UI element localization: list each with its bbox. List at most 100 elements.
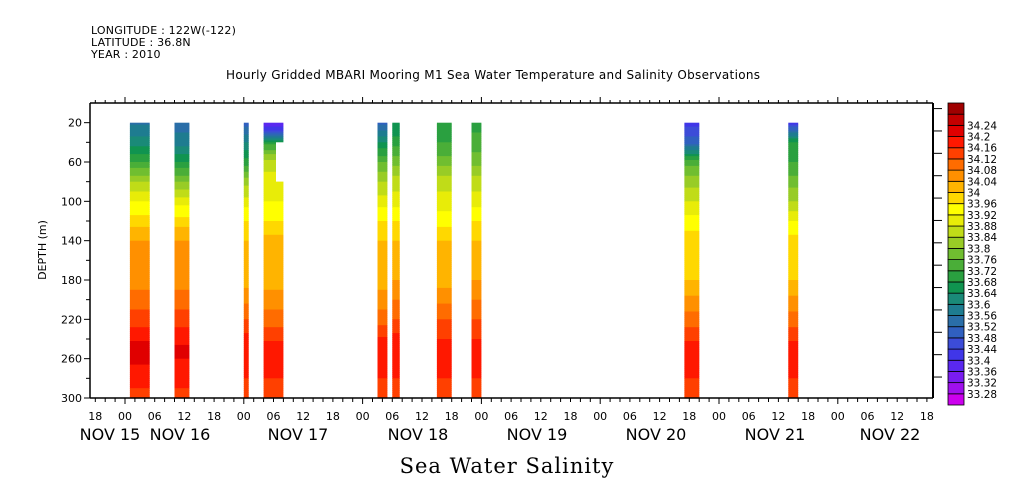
colorbar-band — [947, 169, 965, 182]
salinity-cell — [263, 236, 284, 240]
salinity-cell — [471, 321, 482, 324]
salinity-cell — [263, 354, 284, 358]
salinity-cell — [377, 140, 388, 143]
salinity-cell — [263, 303, 284, 307]
salinity-cell — [684, 339, 700, 342]
salinity-cell — [263, 228, 284, 232]
salinity-cell — [243, 150, 249, 153]
salinity-cell — [788, 331, 799, 334]
salinity-cell — [377, 256, 388, 259]
salinity-cell — [436, 354, 452, 358]
salinity-cell — [243, 248, 249, 252]
salinity-cell — [377, 303, 388, 307]
salinity-cell — [684, 165, 700, 169]
salinity-cell — [174, 177, 190, 181]
salinity-cell — [471, 358, 482, 362]
salinity-cell — [174, 362, 190, 366]
salinity-cell — [129, 276, 150, 279]
salinity-cell — [471, 337, 482, 340]
colorbar-band — [947, 393, 965, 406]
colorbar-label: 33.44 — [967, 344, 997, 356]
salinity-cell — [684, 315, 700, 318]
colorbar-label: 33.32 — [967, 378, 997, 390]
colorbar-band — [947, 225, 965, 238]
salinity-cell — [684, 246, 700, 250]
salinity-cell — [684, 223, 700, 226]
salinity-cell — [471, 333, 482, 336]
salinity-cell — [263, 335, 284, 338]
salinity-cell — [392, 303, 400, 307]
salinity-cell — [174, 191, 190, 195]
salinity-cell — [436, 252, 452, 256]
salinity-cell — [788, 276, 799, 279]
salinity-cell — [174, 280, 190, 283]
salinity-cell — [788, 185, 799, 189]
colorbar-band — [947, 236, 965, 249]
salinity-cell — [684, 258, 700, 261]
salinity-cell — [174, 205, 190, 208]
salinity-cell — [392, 232, 400, 236]
salinity-cell — [471, 193, 482, 197]
salinity-cell — [392, 374, 400, 377]
salinity-cell — [788, 217, 799, 220]
salinity-cell — [684, 242, 700, 246]
salinity-cell — [436, 264, 452, 267]
salinity-cell — [263, 274, 284, 277]
salinity-cell — [436, 301, 452, 305]
salinity-cell — [129, 248, 150, 252]
salinity-cell — [392, 313, 400, 316]
salinity-cell — [174, 213, 190, 216]
salinity-cell — [263, 244, 284, 248]
salinity-cell — [471, 197, 482, 200]
salinity-cell — [243, 278, 249, 281]
salinity-cell — [263, 360, 284, 364]
salinity-cell — [174, 291, 190, 295]
salinity-cell — [243, 382, 249, 385]
salinity-cell — [392, 362, 400, 366]
salinity-cell — [129, 181, 150, 185]
salinity-cell — [377, 226, 388, 230]
salinity-cell — [174, 364, 190, 368]
salinity-cell — [129, 270, 150, 273]
salinity-cell — [471, 217, 482, 220]
salinity-cell — [377, 283, 388, 287]
x-day-label: NOV 17 — [268, 425, 329, 444]
salinity-cell — [788, 197, 799, 200]
salinity-cell — [436, 230, 452, 234]
salinity-cell — [243, 327, 249, 330]
salinity-cell — [263, 356, 284, 360]
salinity-cell — [129, 358, 150, 362]
salinity-cell — [377, 342, 388, 346]
colorbar-band — [947, 382, 965, 395]
colorbar-label: 34 — [967, 188, 981, 200]
salinity-cell — [129, 158, 150, 161]
salinity-cell — [684, 219, 700, 222]
salinity-cell — [392, 335, 400, 338]
salinity-cell — [243, 217, 249, 220]
salinity-cell — [174, 356, 190, 360]
salinity-cell — [471, 246, 482, 250]
salinity-cell — [243, 256, 249, 259]
salinity-cell — [263, 169, 284, 173]
salinity-cell — [392, 195, 400, 198]
salinity-cell — [377, 164, 388, 167]
salinity-cell — [392, 132, 400, 136]
colorbar-label: 33.64 — [967, 288, 997, 300]
colorbar-band — [947, 248, 965, 261]
salinity-cell — [788, 382, 799, 385]
salinity-cell — [436, 205, 452, 208]
salinity-cell — [471, 252, 482, 256]
salinity-cell — [436, 256, 452, 259]
salinity-cell — [436, 156, 452, 159]
salinity-cell — [788, 376, 799, 379]
salinity-cell — [392, 199, 400, 202]
salinity-cell — [243, 158, 249, 161]
salinity-cell — [243, 295, 249, 299]
salinity-cell — [788, 224, 799, 228]
salinity-cell — [263, 254, 284, 257]
salinity-cell — [174, 126, 190, 130]
salinity-cell — [471, 342, 482, 346]
salinity-cell — [263, 201, 284, 204]
salinity-cell — [684, 309, 700, 313]
salinity-cell — [129, 392, 150, 395]
